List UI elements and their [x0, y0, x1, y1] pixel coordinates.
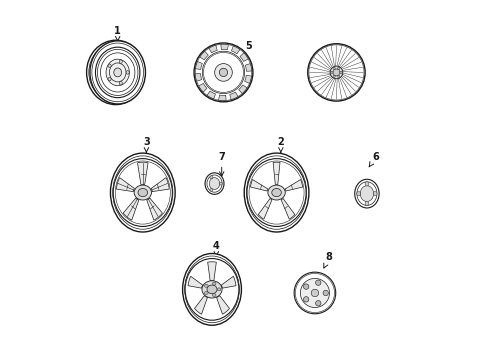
- Ellipse shape: [338, 75, 340, 77]
- Ellipse shape: [340, 71, 342, 73]
- Ellipse shape: [272, 189, 281, 197]
- Text: 4: 4: [213, 241, 220, 257]
- Ellipse shape: [204, 291, 208, 294]
- Ellipse shape: [308, 44, 365, 101]
- Ellipse shape: [202, 281, 222, 298]
- Polygon shape: [230, 92, 238, 100]
- Ellipse shape: [365, 201, 369, 206]
- Polygon shape: [188, 276, 203, 288]
- Ellipse shape: [323, 290, 328, 296]
- Ellipse shape: [108, 64, 111, 67]
- Ellipse shape: [210, 188, 213, 192]
- Ellipse shape: [108, 77, 111, 81]
- Ellipse shape: [90, 41, 146, 104]
- Ellipse shape: [333, 75, 335, 77]
- Ellipse shape: [365, 182, 369, 186]
- Ellipse shape: [360, 186, 374, 202]
- Polygon shape: [239, 85, 247, 94]
- Polygon shape: [221, 44, 228, 50]
- Polygon shape: [198, 84, 207, 92]
- Polygon shape: [138, 162, 148, 184]
- Ellipse shape: [134, 185, 151, 200]
- Polygon shape: [123, 198, 139, 220]
- Ellipse shape: [106, 59, 129, 86]
- Ellipse shape: [357, 192, 361, 196]
- Polygon shape: [245, 75, 251, 84]
- Ellipse shape: [333, 69, 340, 76]
- Polygon shape: [231, 46, 240, 54]
- Ellipse shape: [138, 189, 147, 197]
- Polygon shape: [151, 177, 169, 192]
- Polygon shape: [221, 276, 236, 288]
- Ellipse shape: [113, 159, 172, 226]
- Ellipse shape: [204, 284, 208, 287]
- Ellipse shape: [126, 71, 129, 74]
- Text: 6: 6: [369, 152, 379, 167]
- Ellipse shape: [316, 280, 321, 285]
- Ellipse shape: [311, 289, 318, 297]
- Polygon shape: [217, 296, 229, 314]
- Ellipse shape: [207, 285, 217, 294]
- Ellipse shape: [185, 258, 239, 320]
- Ellipse shape: [331, 71, 333, 73]
- Polygon shape: [250, 180, 268, 191]
- Polygon shape: [147, 198, 162, 220]
- Ellipse shape: [212, 294, 216, 297]
- Ellipse shape: [119, 60, 122, 63]
- Ellipse shape: [119, 81, 122, 85]
- Polygon shape: [245, 64, 252, 71]
- Ellipse shape: [212, 282, 216, 285]
- Polygon shape: [196, 73, 202, 81]
- Ellipse shape: [220, 182, 222, 185]
- Text: 8: 8: [324, 252, 333, 268]
- Ellipse shape: [303, 284, 309, 289]
- Ellipse shape: [333, 67, 335, 69]
- Ellipse shape: [294, 272, 336, 314]
- Polygon shape: [207, 91, 216, 99]
- Polygon shape: [209, 45, 217, 53]
- Ellipse shape: [205, 173, 224, 194]
- Text: 3: 3: [143, 138, 150, 153]
- Polygon shape: [273, 162, 280, 184]
- Ellipse shape: [244, 153, 309, 232]
- Ellipse shape: [194, 43, 253, 102]
- Text: 7: 7: [219, 152, 225, 176]
- Ellipse shape: [355, 179, 379, 208]
- Ellipse shape: [373, 192, 377, 196]
- Polygon shape: [281, 198, 295, 219]
- Ellipse shape: [217, 288, 221, 291]
- Polygon shape: [258, 198, 272, 219]
- Polygon shape: [285, 180, 303, 191]
- Ellipse shape: [303, 297, 309, 302]
- Text: 2: 2: [277, 138, 284, 153]
- Ellipse shape: [110, 153, 175, 232]
- Text: 5: 5: [237, 41, 252, 54]
- Ellipse shape: [202, 51, 245, 94]
- Ellipse shape: [114, 68, 122, 77]
- Ellipse shape: [330, 66, 343, 79]
- Polygon shape: [196, 62, 202, 69]
- Ellipse shape: [210, 176, 213, 179]
- Ellipse shape: [268, 185, 285, 200]
- Ellipse shape: [316, 301, 321, 306]
- Polygon shape: [195, 296, 207, 314]
- Polygon shape: [240, 53, 248, 62]
- Text: 1: 1: [114, 26, 121, 42]
- Ellipse shape: [300, 278, 329, 307]
- Ellipse shape: [338, 67, 340, 69]
- Ellipse shape: [220, 68, 227, 77]
- Ellipse shape: [209, 178, 220, 189]
- Polygon shape: [219, 95, 226, 101]
- Polygon shape: [208, 262, 217, 280]
- Ellipse shape: [247, 159, 306, 226]
- Ellipse shape: [215, 64, 232, 81]
- Polygon shape: [116, 177, 134, 192]
- Ellipse shape: [183, 253, 242, 325]
- Polygon shape: [200, 51, 208, 60]
